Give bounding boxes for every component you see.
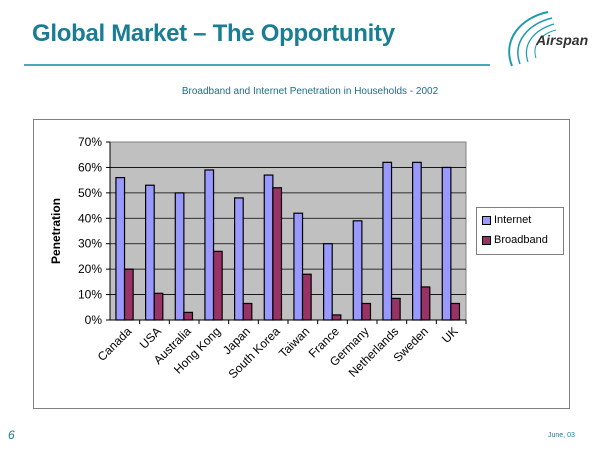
legend-label-broadband: Broadband	[494, 234, 548, 246]
bar-internet	[352, 220, 363, 321]
bar-internet	[263, 174, 274, 321]
chart-legend: Internet Broadband	[476, 207, 564, 255]
page-number: 6	[8, 428, 15, 442]
legend-swatch-internet	[482, 215, 491, 225]
footer-date: June, 03	[548, 432, 575, 439]
bar-internet	[204, 169, 215, 321]
bar-broadband	[420, 286, 431, 321]
y-tick-label: 50%	[78, 186, 102, 200]
bar-broadband	[450, 302, 461, 321]
bar-internet	[234, 197, 244, 321]
y-tick-label: 10%	[78, 288, 102, 302]
bar-broadband	[123, 268, 134, 321]
bar-broadband	[331, 314, 342, 321]
bar-broadband	[361, 302, 372, 321]
bar-broadband	[212, 250, 223, 321]
x-tick-label: Taiwan	[276, 324, 312, 360]
y-tick-label: 0%	[85, 313, 103, 327]
bar-internet	[323, 243, 333, 321]
bar-internet	[115, 177, 126, 321]
bar-broadband	[301, 273, 312, 321]
legend-item-internet: Internet	[482, 214, 531, 226]
plot-area	[109, 141, 467, 321]
airspan-logo-icon	[508, 11, 557, 67]
bar-internet	[174, 192, 185, 321]
legend-item-broadband: Broadband	[482, 234, 548, 246]
bar-broadband	[390, 297, 401, 321]
legend-label-internet: Internet	[494, 214, 532, 226]
y-axis-label: Penetration	[49, 198, 63, 264]
title-divider	[24, 64, 490, 66]
chart-title: Broadband and Internet Penetration in Ho…	[181, 86, 439, 97]
bar-broadband	[242, 302, 253, 321]
y-tick-label: 70%	[78, 135, 102, 149]
x-tick-label: Canada	[95, 324, 135, 364]
bar-broadband	[153, 292, 164, 321]
y-tick-label: 40%	[78, 211, 102, 225]
bar-internet	[412, 161, 422, 321]
y-tick-label: 20%	[78, 262, 102, 276]
bar-broadband	[183, 311, 194, 321]
y-tick-label: 30%	[78, 237, 102, 251]
y-tick-label: 60%	[78, 160, 102, 174]
legend-swatch-broadband	[482, 235, 491, 245]
bar-internet	[293, 212, 304, 321]
bar-internet	[145, 184, 155, 321]
bar-internet	[382, 161, 393, 321]
bar-internet	[441, 166, 452, 321]
slide-title: Global Market – The Opportunity	[32, 20, 395, 47]
bar-broadband	[272, 187, 283, 321]
logo-text: Airspan	[536, 32, 589, 48]
x-tick-label: UK	[439, 324, 461, 346]
